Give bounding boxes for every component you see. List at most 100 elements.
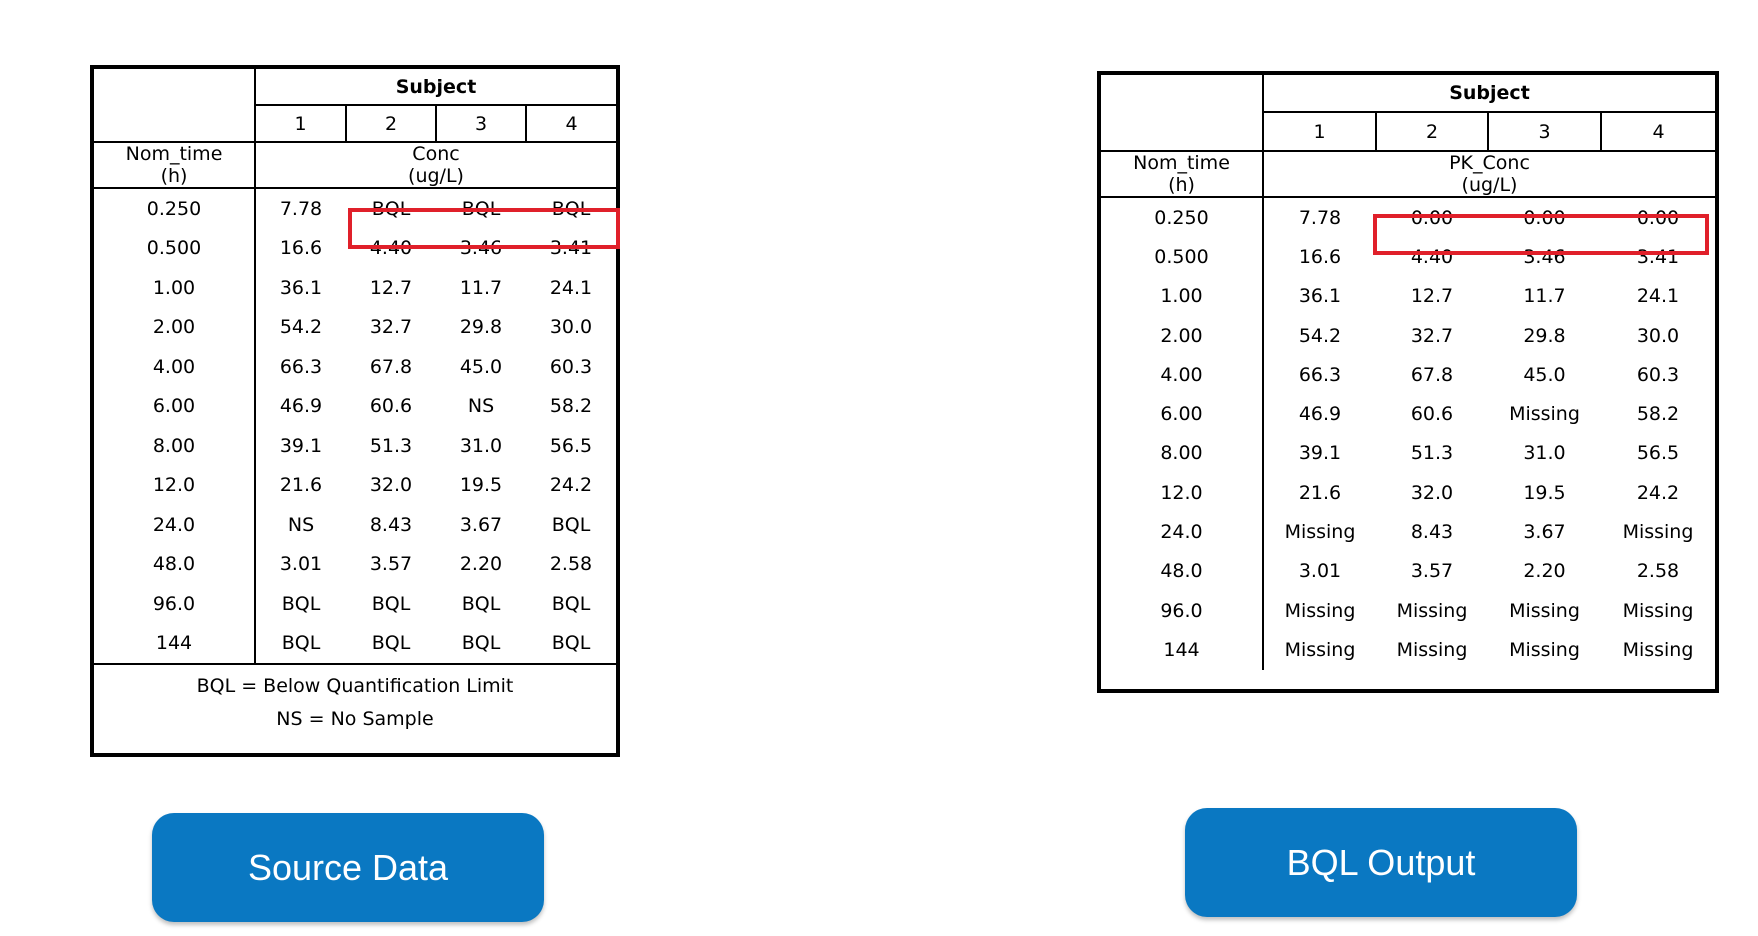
conc-cell: 46.9 bbox=[279, 395, 323, 418]
subject-id: 2 bbox=[345, 105, 436, 143]
corner-cell bbox=[1101, 112, 1264, 152]
conc-cell: 3.57 bbox=[1410, 560, 1454, 583]
time-cell: 48.0 bbox=[94, 544, 256, 584]
conc-cell: 11.7 bbox=[459, 276, 503, 299]
conc-cell: BQL bbox=[371, 632, 411, 655]
legend-ns: NS = No Sample bbox=[276, 707, 434, 730]
bql-output-button[interactable]: BQL Output bbox=[1185, 808, 1577, 917]
conc-cell: 2.58 bbox=[1636, 560, 1680, 583]
conc-cell: 67.8 bbox=[1410, 363, 1454, 386]
table-row: 0.250 7.78 BQL BQL BQL bbox=[94, 188, 616, 229]
conc-cell: 51.3 bbox=[369, 434, 413, 457]
conc-cell: 2.20 bbox=[1523, 560, 1566, 583]
table-row: 0.250 7.78 0.00 0.00 0.00 bbox=[1101, 197, 1715, 238]
time-cell: 96.0 bbox=[1101, 590, 1264, 631]
conc-cell: 24.2 bbox=[1636, 481, 1680, 504]
conc-cell: 8.43 bbox=[369, 513, 413, 536]
time-cell: 48.0 bbox=[1101, 551, 1264, 591]
table-row: 1.00 36.1 12.7 11.7 24.1 bbox=[1101, 276, 1715, 316]
time-cell: 0.250 bbox=[1101, 197, 1264, 238]
conc-header-unit: (ug/L) bbox=[408, 165, 464, 187]
conc-cell: 3.57 bbox=[369, 553, 413, 576]
corner-cell bbox=[94, 69, 256, 105]
conc-cell: 3.01 bbox=[1298, 560, 1342, 583]
time-cell: 24.0 bbox=[1101, 512, 1264, 552]
conc-cell: 7.78 bbox=[279, 197, 323, 220]
conc-cell: 60.3 bbox=[1636, 363, 1680, 386]
conc-cell: 54.2 bbox=[1298, 324, 1342, 347]
conc-header-label: PK_Conc bbox=[1449, 152, 1530, 174]
conc-cell: 3.41 bbox=[1636, 245, 1680, 268]
conc-cell: BQL bbox=[551, 592, 591, 615]
subject-id: 4 bbox=[525, 105, 616, 143]
time-cell: 0.250 bbox=[94, 188, 256, 229]
time-cell: 144 bbox=[94, 623, 256, 664]
conc-cell: 58.2 bbox=[1636, 403, 1680, 426]
conc-cell: 29.8 bbox=[459, 316, 503, 339]
conc-cell: 46.9 bbox=[1298, 403, 1342, 426]
conc-cell: 30.0 bbox=[1636, 324, 1680, 347]
conc-header-label: Conc bbox=[412, 143, 460, 165]
conc-cell: 19.5 bbox=[1523, 481, 1566, 504]
conc-cell: 24.2 bbox=[549, 474, 593, 497]
conc-cell: 3.67 bbox=[1523, 521, 1566, 544]
time-cell: 96.0 bbox=[94, 584, 256, 624]
time-cell: 6.00 bbox=[94, 386, 256, 426]
table-row: 48.0 3.01 3.57 2.20 2.58 bbox=[1101, 551, 1715, 591]
time-cell: 12.0 bbox=[94, 465, 256, 505]
conc-cell: BQL bbox=[281, 592, 321, 615]
table-row: 2.00 54.2 32.7 29.8 30.0 bbox=[94, 307, 616, 347]
conc-cell: BQL bbox=[371, 197, 411, 220]
conc-cell: 58.2 bbox=[549, 395, 593, 418]
conc-cell: 60.6 bbox=[1410, 403, 1454, 426]
subject-id: 3 bbox=[435, 105, 526, 143]
conc-cell: 0.00 bbox=[1636, 206, 1680, 229]
time-cell: 6.00 bbox=[1101, 394, 1264, 434]
source-data-table: Subject 1 2 3 4 Nom_time (h) Conc (ug/L) bbox=[90, 65, 620, 757]
time-column-header: Nom_time (h) bbox=[94, 142, 256, 189]
conc-cell: 60.3 bbox=[549, 355, 593, 378]
conc-cell: 11.7 bbox=[1523, 285, 1566, 308]
conc-cell: 56.5 bbox=[549, 434, 593, 457]
conc-cell: 60.6 bbox=[369, 395, 413, 418]
subject-header: Subject bbox=[255, 69, 616, 106]
time-cell: 144 bbox=[1101, 630, 1264, 670]
bql-output-table: Subject 1 2 3 4 Nom_time (h) PK_Conc (ug… bbox=[1097, 71, 1719, 693]
conc-cell: 24.1 bbox=[549, 276, 593, 299]
table-row: 96.0 Missing Missing Missing Missing bbox=[1101, 590, 1715, 631]
conc-column-header: Conc (ug/L) bbox=[255, 142, 616, 189]
time-cell: 0.500 bbox=[1101, 237, 1264, 277]
conc-cell: Missing bbox=[1396, 599, 1468, 622]
table-row: 6.00 46.9 60.6 NS 58.2 bbox=[94, 386, 616, 426]
conc-cell: 31.0 bbox=[1523, 442, 1566, 465]
conc-cell: BQL bbox=[461, 632, 501, 655]
conc-cell: 12.7 bbox=[369, 276, 413, 299]
conc-cell: 67.8 bbox=[369, 355, 413, 378]
conc-cell: 0.00 bbox=[1410, 206, 1454, 229]
legend-bql: BQL = Below Quantification Limit bbox=[94, 663, 616, 702]
conc-cell: 2.20 bbox=[459, 553, 503, 576]
conc-cell: 32.0 bbox=[1410, 481, 1454, 504]
conc-cell: Missing bbox=[1509, 638, 1580, 661]
time-cell: 12.0 bbox=[1101, 473, 1264, 513]
conc-cell: 7.78 bbox=[1298, 206, 1342, 229]
time-cell: 24.0 bbox=[94, 505, 256, 545]
conc-cell: 0.00 bbox=[1523, 206, 1566, 229]
source-data-button[interactable]: Source Data bbox=[152, 813, 544, 922]
table-row: 48.0 3.01 3.57 2.20 2.58 bbox=[94, 544, 616, 584]
conc-cell: 3.67 bbox=[459, 513, 503, 536]
conc-cell: 4.40 bbox=[1410, 245, 1454, 268]
subject-id: 2 bbox=[1375, 112, 1488, 152]
time-cell: 4.00 bbox=[1101, 355, 1264, 395]
conc-cell: 16.6 bbox=[279, 237, 323, 260]
conc-cell: 3.46 bbox=[459, 237, 503, 260]
table-row: 6.00 46.9 60.6 Missing 58.2 bbox=[1101, 394, 1715, 434]
conc-cell: 31.0 bbox=[459, 434, 503, 457]
conc-cell: 66.3 bbox=[1298, 363, 1342, 386]
time-cell: 8.00 bbox=[1101, 433, 1264, 474]
time-cell: 8.00 bbox=[94, 426, 256, 466]
conc-cell: 56.5 bbox=[1636, 442, 1680, 465]
conc-cell: 45.0 bbox=[459, 355, 503, 378]
time-cell: 4.00 bbox=[94, 347, 256, 387]
conc-cell: 30.0 bbox=[549, 316, 593, 339]
